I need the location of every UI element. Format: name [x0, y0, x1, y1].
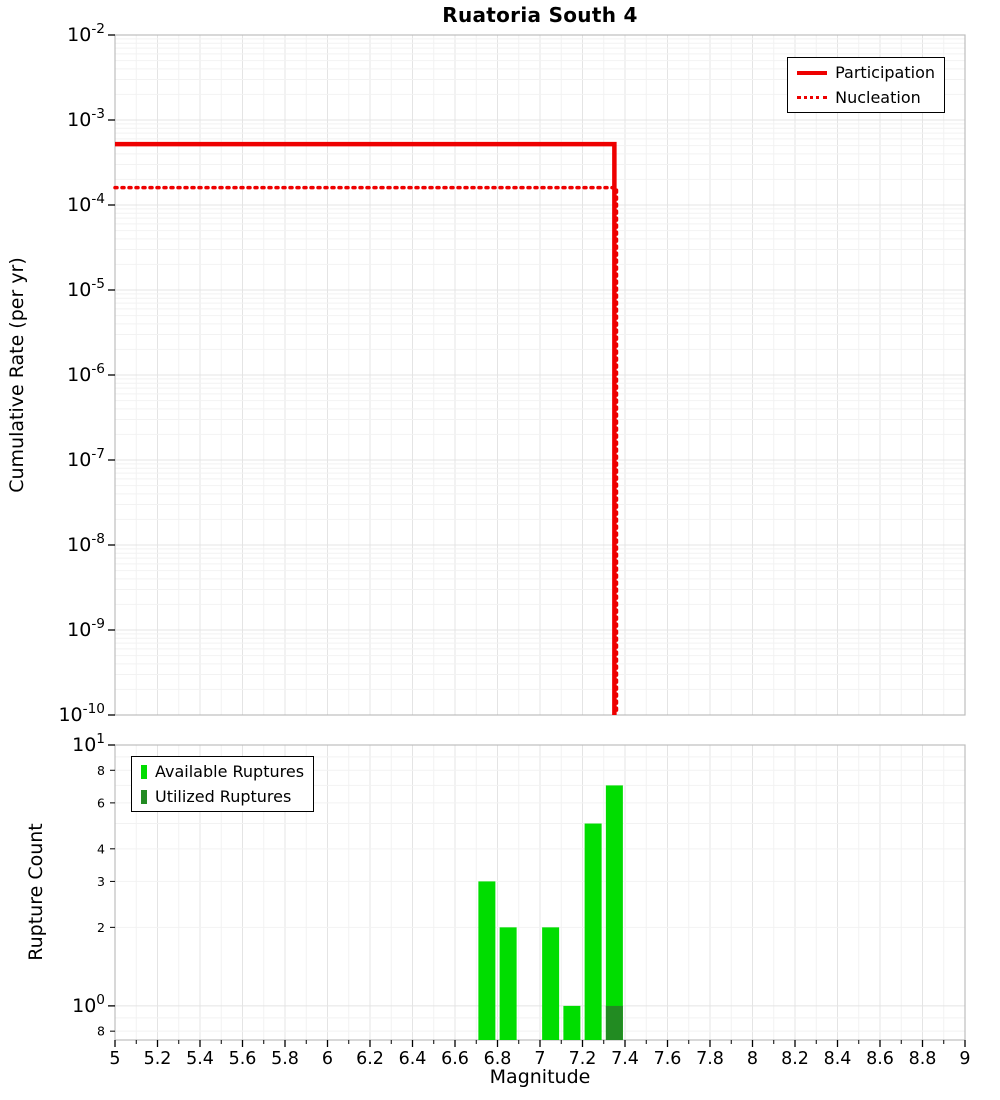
legend-item-nucleation: Nucleation [797, 88, 935, 107]
figure-title: Ruatoria South 4 [442, 3, 638, 27]
svg-text:7.8: 7.8 [696, 1049, 724, 1069]
top-y-axis-label: Cumulative Rate (per yr) [6, 257, 28, 493]
svg-text:7: 7 [534, 1049, 545, 1069]
participation-line-sample [797, 70, 828, 75]
svg-text:8: 8 [97, 1024, 105, 1039]
svg-text:2: 2 [97, 920, 105, 935]
bar-utilized-m7.35 [605, 1005, 623, 1040]
legend-label-nucleation: Nucleation [835, 88, 921, 107]
svg-text:5.8: 5.8 [271, 1049, 299, 1069]
rate-legend: Participation Nucleation [787, 57, 945, 113]
legend-label-participation: Participation [835, 63, 935, 82]
bar-available-m7.15 [563, 1005, 581, 1040]
available-swatch [141, 764, 147, 779]
svg-text:5.4: 5.4 [186, 1049, 214, 1069]
nucleation-line-sample [797, 96, 828, 99]
svg-text:8.6: 8.6 [866, 1049, 894, 1069]
svg-text:6.8: 6.8 [484, 1049, 512, 1069]
svg-text:8.4: 8.4 [824, 1049, 852, 1069]
bar-available-m6.85 [499, 927, 517, 1040]
svg-text:10-7: 10-7 [67, 446, 105, 471]
legend-label-utilized: Utilized Ruptures [155, 787, 292, 806]
series-nucleation [113, 185, 619, 717]
bar-available-m7.35 [605, 785, 623, 1040]
svg-text:5.6: 5.6 [229, 1049, 257, 1069]
svg-text:10-10: 10-10 [58, 701, 105, 726]
svg-text:10-8: 10-8 [67, 531, 105, 556]
series-participation [115, 141, 617, 715]
bar-available-m7.25 [584, 823, 602, 1040]
svg-text:7.2: 7.2 [569, 1049, 597, 1069]
svg-text:7.4: 7.4 [611, 1049, 639, 1069]
svg-text:10-9: 10-9 [67, 616, 105, 641]
rupture-legend: Available Ruptures Utilized Ruptures [131, 756, 315, 812]
svg-text:10-3: 10-3 [67, 106, 105, 131]
svg-text:6.2: 6.2 [356, 1049, 384, 1069]
legend-item-participation: Participation [797, 63, 935, 82]
bottom-y-axis-label: Rupture Count [25, 823, 47, 961]
svg-text:6: 6 [322, 1049, 333, 1069]
x-axis-label: Magnitude [489, 1066, 591, 1088]
svg-text:6.6: 6.6 [441, 1049, 469, 1069]
svg-text:10-2: 10-2 [67, 21, 105, 46]
svg-text:10-4: 10-4 [67, 191, 105, 216]
svg-text:10-6: 10-6 [67, 361, 105, 386]
svg-text:7.6: 7.6 [654, 1049, 682, 1069]
bar-available-m7.05 [542, 927, 560, 1040]
svg-text:6: 6 [97, 795, 105, 810]
legend-item-utilized-ruptures: Utilized Ruptures [141, 787, 304, 806]
svg-text:8: 8 [747, 1049, 758, 1069]
svg-text:101: 101 [72, 731, 105, 756]
svg-text:100: 100 [72, 992, 105, 1017]
legend-item-available-ruptures: Available Ruptures [141, 762, 304, 781]
svg-text:3: 3 [97, 874, 105, 889]
svg-text:6.4: 6.4 [399, 1049, 427, 1069]
top-chart [108, 34, 966, 717]
svg-text:8.2: 8.2 [781, 1049, 809, 1069]
bar-available-m6.75 [478, 881, 496, 1040]
svg-text:5.2: 5.2 [144, 1049, 172, 1069]
svg-text:5: 5 [109, 1049, 120, 1069]
svg-text:10-5: 10-5 [67, 276, 105, 301]
legend-label-available: Available Ruptures [155, 762, 305, 781]
utilized-swatch [141, 789, 147, 804]
svg-text:4: 4 [97, 841, 105, 856]
svg-text:9: 9 [959, 1049, 970, 1069]
svg-text:8: 8 [97, 763, 105, 778]
svg-text:8.8: 8.8 [909, 1049, 937, 1069]
